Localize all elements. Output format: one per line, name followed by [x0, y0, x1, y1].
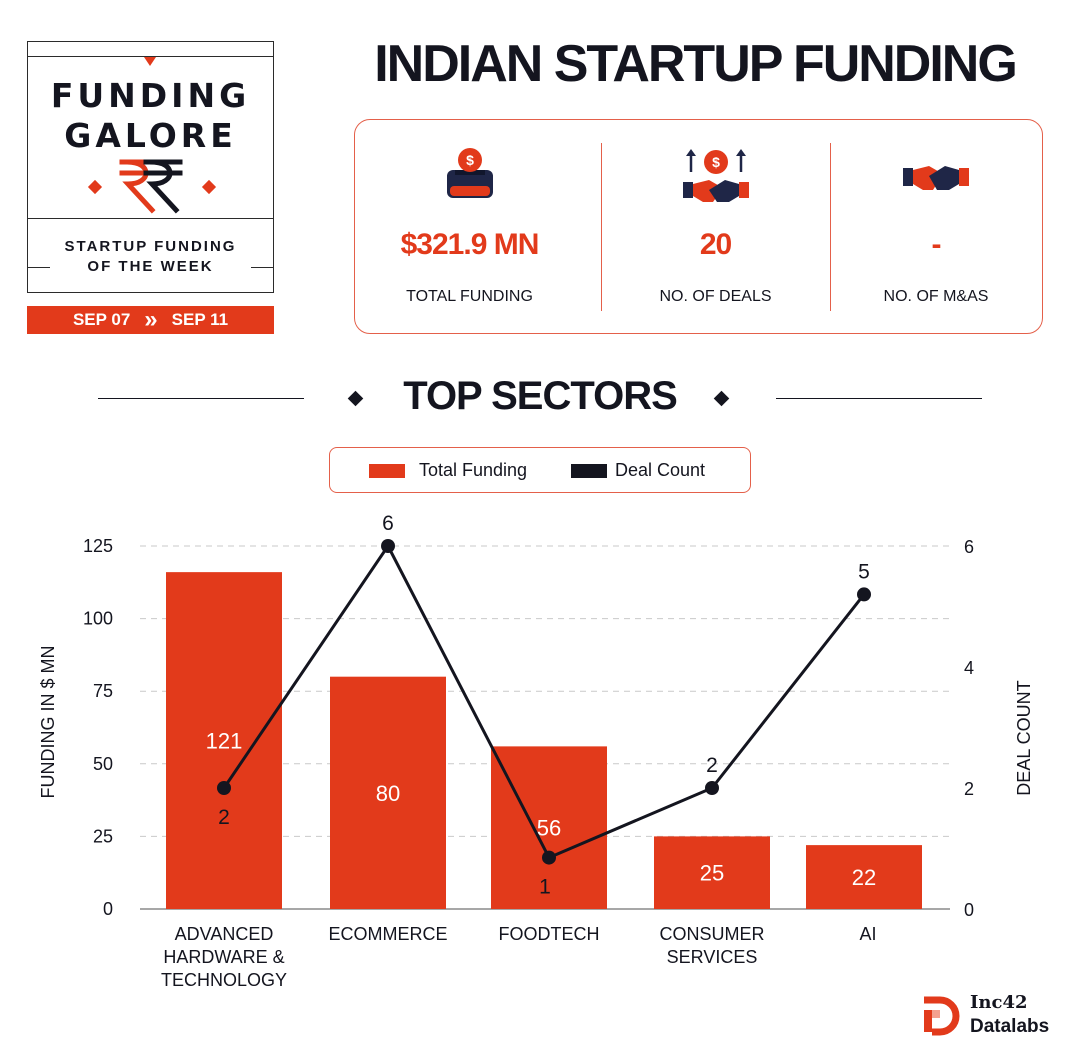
- deal-count-point: [542, 850, 556, 865]
- handshake-money-icon: $: [682, 149, 749, 202]
- logo-text-datalabs: Datalabs: [970, 1016, 1050, 1037]
- bar: [654, 836, 770, 909]
- y2-tick-label: 6: [964, 537, 974, 557]
- legend-label-funding: Total Funding: [419, 460, 528, 480]
- stat-label: NO. OF DEALS: [659, 288, 772, 305]
- handshake-icon: [903, 166, 969, 190]
- funding-galore-badge: FUNDING GALORE STARTUP FUNDING OF THE WE…: [27, 41, 274, 293]
- svg-text:$: $: [712, 154, 720, 170]
- stat-total-funding: $ $321.9 MN TOTAL FUNDING: [355, 120, 584, 333]
- x-tick-label: ADVANCED: [175, 924, 274, 944]
- page-title: INDIAN STARTUP FUNDING: [374, 35, 1018, 93]
- bar-value-label: 80: [376, 781, 400, 806]
- deal-count-label: 5: [858, 560, 870, 583]
- legend-swatch-deals: [571, 464, 607, 478]
- deal-count-label: 2: [706, 754, 718, 777]
- money-box-icon: $: [446, 148, 493, 198]
- inc42-logo: Inc42 Datalabs: [918, 990, 1068, 1040]
- section-title: TOP SECTORS: [403, 374, 678, 418]
- stat-label: TOTAL FUNDING: [406, 288, 533, 305]
- y-tick-label: 125: [83, 536, 113, 556]
- x-tick-label: ECOMMERCE: [328, 924, 447, 944]
- section-rule-right: [776, 398, 982, 399]
- stat-value: $321.9 MN: [400, 228, 540, 261]
- deal-count-point: [217, 781, 231, 795]
- y-tick-label: 100: [83, 609, 113, 629]
- deal-count-point: [381, 539, 395, 553]
- stats-panel: $ $321.9 MN TOTAL FUNDING $ 20 NO. OF DE…: [354, 119, 1043, 334]
- y2-tick-label: 2: [964, 779, 974, 799]
- stat-label: NO. OF M&AS: [883, 288, 989, 305]
- badge-title-line1: FUNDING: [50, 76, 251, 115]
- deal-count-label: 6: [382, 512, 394, 535]
- x-tick-label: TECHNOLOGY: [161, 970, 287, 990]
- deal-count-label: 1: [539, 876, 551, 899]
- bar-value-label: 121: [206, 729, 243, 754]
- bar-value-label: 22: [852, 865, 876, 890]
- badge-subtitle-line1: STARTUP FUNDING: [64, 238, 237, 255]
- x-tick-label: FOODTECH: [499, 924, 600, 944]
- stat-divider: [601, 143, 602, 311]
- x-tick-label: AI: [859, 924, 876, 944]
- rupee-icon: [119, 159, 183, 214]
- stat-deals: $ 20 NO. OF DEALS: [601, 120, 830, 333]
- date-start: SEP 07: [72, 310, 131, 329]
- badge-title-line2: GALORE: [64, 116, 237, 155]
- y-tick-label: 50: [93, 754, 113, 774]
- badge-subtitle-rule: [28, 267, 50, 268]
- deal-count-point: [705, 781, 719, 795]
- y-tick-label: 25: [93, 826, 113, 846]
- badge-notch-icon: [144, 57, 156, 66]
- badge-top-divider: [28, 56, 273, 57]
- y2-axis-label: DEAL COUNT: [1014, 680, 1034, 795]
- inc42-logo-icon: [924, 996, 960, 1036]
- y2-tick-label: 0: [964, 900, 974, 920]
- x-tick-label: SERVICES: [667, 947, 758, 967]
- chart-legend: Total Funding Deal Count: [329, 447, 751, 493]
- double-chevron-icon: »: [144, 306, 158, 333]
- stat-value: -: [931, 228, 942, 261]
- y-axis-label: FUNDING IN $ MN: [38, 646, 58, 799]
- svg-text:$: $: [466, 152, 474, 168]
- deal-count-point: [857, 587, 871, 602]
- y-tick-label: 0: [103, 899, 113, 919]
- stat-value: 20: [699, 228, 732, 261]
- logo-text-inc42: Inc42: [970, 992, 1028, 1013]
- bar: [491, 746, 607, 909]
- legend-label-deals: Deal Count: [615, 460, 706, 480]
- x-tick-label: CONSUMER: [659, 924, 764, 944]
- date-range: SEP 07 » SEP 11: [27, 306, 274, 334]
- bar: [166, 572, 282, 909]
- bar-value-label: 25: [700, 861, 724, 886]
- bar: [806, 845, 922, 909]
- bar: [330, 676, 446, 909]
- badge-subtitle-line2: OF THE WEEK: [87, 258, 214, 275]
- stat-divider: [830, 143, 831, 311]
- stat-mergers: - NO. OF M&AS: [830, 120, 1042, 333]
- section-rule-left: [98, 398, 304, 399]
- badge-subtitle-rule: [251, 267, 273, 268]
- badge-middle-divider: [28, 218, 273, 219]
- deal-count-label: 2: [218, 806, 230, 829]
- bar-value-label: 56: [537, 816, 561, 841]
- y-tick-label: 75: [93, 681, 113, 701]
- x-tick-label: HARDWARE &: [163, 947, 284, 967]
- legend-swatch-funding: [369, 464, 405, 478]
- date-end: SEP 11: [171, 310, 229, 329]
- y2-tick-label: 4: [964, 658, 974, 678]
